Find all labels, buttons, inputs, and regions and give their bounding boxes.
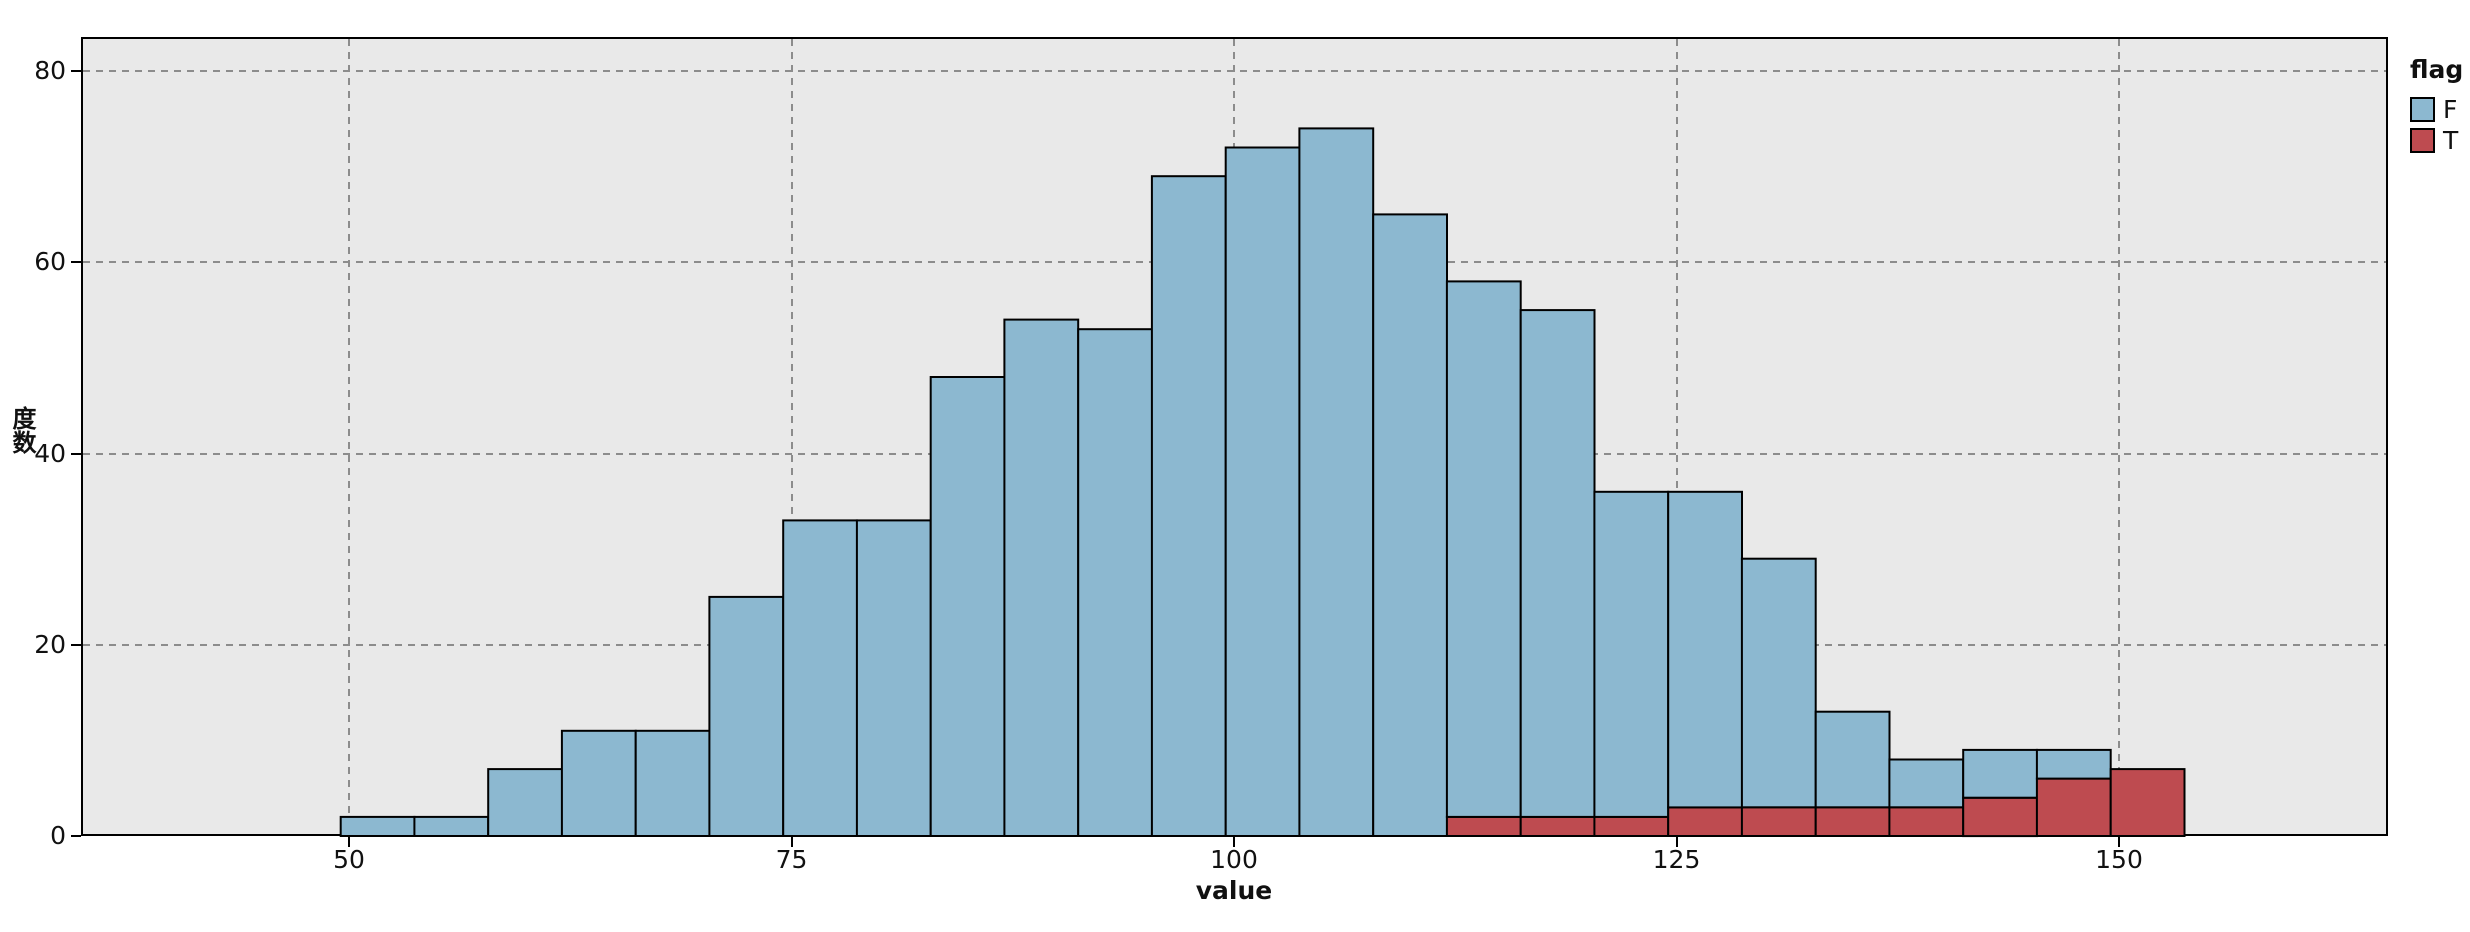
x-tick-100 [1233, 837, 1235, 847]
legend-swatch-F [2410, 97, 2435, 122]
x-gridline-150 [2118, 39, 2120, 834]
legend-item-F: F [2410, 97, 2463, 122]
x-tick-label-100: 100 [1210, 845, 1258, 874]
x-tick-75 [790, 837, 793, 847]
x-tick-50 [348, 837, 350, 847]
y-tick-60 [71, 261, 81, 264]
x-tick-label-50: 50 [333, 845, 365, 874]
legend-title: flag [2410, 55, 2464, 84]
x-tick-label-125: 125 [1652, 845, 1701, 874]
y-tick-0 [71, 835, 81, 837]
legend-swatch-T [2410, 128, 2435, 153]
x-tick-label-150: 150 [2095, 845, 2143, 874]
legend-item-T: T [2410, 128, 2463, 153]
legend-label-T: T [2443, 126, 2459, 155]
y-tick-40 [71, 452, 81, 455]
y-tick-label-20: 20 [34, 629, 66, 659]
x-gridline-100 [1233, 39, 1235, 834]
x-gridline-125 [1675, 39, 1678, 834]
x-axis-label: value [1195, 876, 1273, 905]
x-tick-label-75: 75 [775, 845, 808, 874]
y-tick-label-0: 0 [50, 821, 66, 850]
y-axis-label: 度数 [8, 406, 36, 454]
y-tick-20 [71, 643, 81, 646]
y-tick-label-80: 80 [34, 56, 66, 85]
y-tick-80 [71, 70, 81, 72]
x-tick-125 [1675, 837, 1678, 847]
y-tick-label-40: 40 [34, 438, 66, 468]
x-tick-150 [2118, 837, 2120, 847]
y-tick-label-60: 60 [34, 247, 66, 277]
x-gridline-50 [348, 39, 350, 834]
x-gridline-75 [790, 39, 793, 834]
legend-label-F: F [2443, 95, 2458, 124]
